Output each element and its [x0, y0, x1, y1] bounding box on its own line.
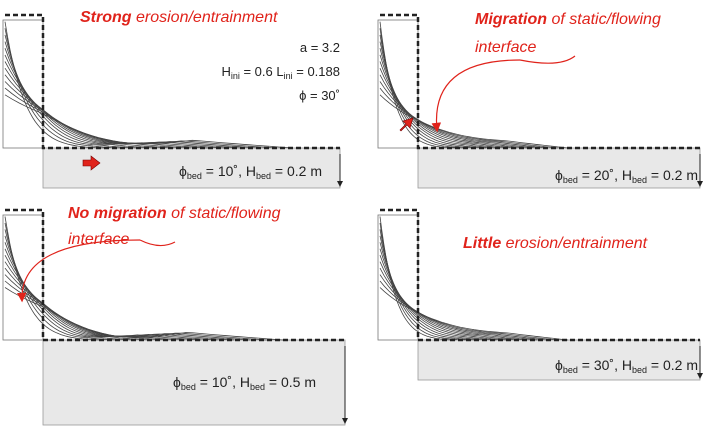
initial-column	[380, 208, 700, 342]
param: ϕ = 30˚	[299, 88, 340, 103]
ramp	[377, 214, 419, 341]
annotation: Migration of static/flowing	[475, 11, 661, 28]
bed-label: ϕbed = 30˚, Hbed = 0.2 m	[555, 357, 698, 375]
annotation: Strong erosion/entrainment	[80, 9, 278, 26]
annotation: interface	[475, 39, 536, 56]
initial-column	[5, 13, 340, 150]
ramp	[2, 19, 44, 149]
pointer	[16, 239, 141, 303]
bed-label: ϕbed = 10˚, Hbed = 0.5 m	[173, 374, 316, 392]
flow-profile	[4, 287, 284, 341]
pointer	[431, 59, 521, 133]
flow-profile	[4, 74, 242, 149]
geometry	[2, 13, 703, 426]
flow-profile	[379, 280, 558, 341]
flow-profile	[379, 274, 548, 341]
pointer	[519, 55, 576, 64]
annotation: No migration of static/flowing	[68, 205, 281, 222]
flow-profile	[4, 87, 277, 149]
bed-layer	[417, 339, 701, 381]
initial-column	[380, 13, 700, 150]
flow-profile	[4, 242, 169, 341]
flow-profile	[379, 287, 569, 341]
param: a = 3.2	[300, 40, 340, 55]
initial-column	[5, 208, 345, 342]
ramp	[2, 214, 44, 341]
flow-arrow	[399, 117, 414, 132]
flow-arrow	[82, 155, 101, 171]
flow-profile	[379, 87, 558, 149]
flow-profile	[4, 280, 267, 341]
flow-profile	[379, 94, 569, 149]
annotation: Little erosion/entrainment	[463, 235, 648, 252]
flow-profile	[4, 94, 294, 149]
bed-label: ϕbed = 10˚, Hbed = 0.2 m	[179, 163, 322, 181]
flow-profile	[4, 41, 157, 149]
flow-profile	[379, 74, 538, 149]
bed-layer	[42, 339, 346, 426]
annotation: interface	[68, 231, 129, 248]
pointer	[139, 239, 176, 247]
ramp	[377, 19, 419, 149]
flow-profile	[379, 267, 538, 341]
bed-label: ϕbed = 20˚, Hbed = 0.2 m	[555, 167, 698, 185]
flow-profile	[4, 267, 234, 341]
flow-profile	[379, 81, 548, 149]
param: Hini = 0.6 Lini = 0.188	[221, 64, 340, 81]
